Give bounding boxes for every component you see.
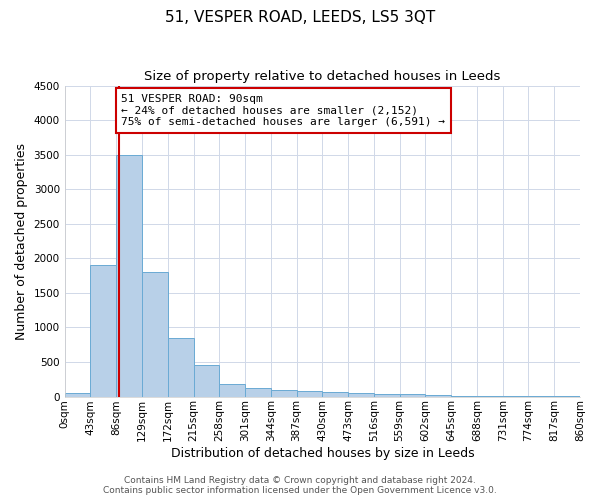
Text: 51 VESPER ROAD: 90sqm
← 24% of detached houses are smaller (2,152)
75% of semi-d: 51 VESPER ROAD: 90sqm ← 24% of detached … [121, 94, 445, 127]
Bar [219, 384, 245, 396]
Bar [271, 390, 296, 396]
Bar [425, 395, 451, 396]
Bar [193, 366, 219, 396]
Bar [65, 393, 91, 396]
Y-axis label: Number of detached properties: Number of detached properties [15, 142, 28, 340]
Bar [296, 391, 322, 396]
Bar [348, 393, 374, 396]
Bar [116, 154, 142, 396]
Bar [168, 338, 193, 396]
Bar [245, 388, 271, 396]
Title: Size of property relative to detached houses in Leeds: Size of property relative to detached ho… [144, 70, 500, 83]
Bar [374, 394, 400, 396]
Bar [400, 394, 425, 396]
X-axis label: Distribution of detached houses by size in Leeds: Distribution of detached houses by size … [170, 447, 474, 460]
Bar [322, 392, 348, 396]
Bar [142, 272, 168, 396]
Text: Contains HM Land Registry data © Crown copyright and database right 2024.
Contai: Contains HM Land Registry data © Crown c… [103, 476, 497, 495]
Bar [91, 265, 116, 396]
Text: 51, VESPER ROAD, LEEDS, LS5 3QT: 51, VESPER ROAD, LEEDS, LS5 3QT [165, 10, 435, 25]
